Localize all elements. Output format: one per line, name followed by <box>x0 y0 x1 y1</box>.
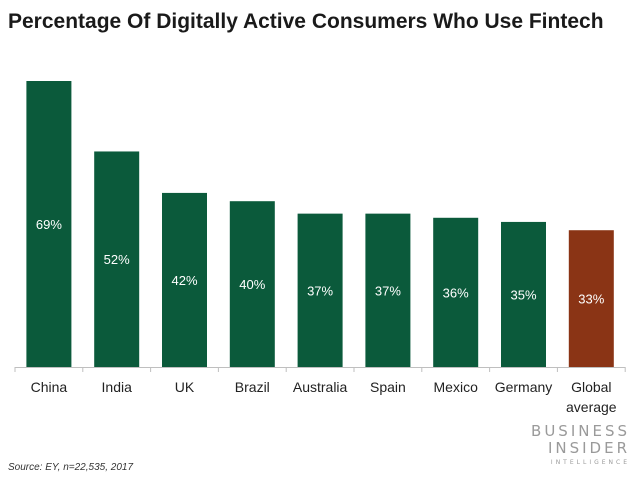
x-tick-label: UK <box>175 379 195 395</box>
business-insider-logo: BUSINESS INSIDER INTELLIGENCE <box>531 422 630 467</box>
x-tick-label: average <box>566 399 617 415</box>
bar-china <box>26 81 72 367</box>
chart-title: Percentage Of Digitally Active Consumers… <box>8 10 604 33</box>
x-tick-label: Spain <box>370 379 406 395</box>
bar-mexico <box>433 217 479 367</box>
x-tick-label: Australia <box>293 379 348 395</box>
x-tick-label: China <box>31 379 68 395</box>
data-label: 42% <box>171 273 197 288</box>
x-tick-label: Brazil <box>235 379 270 395</box>
x-tick-label: Mexico <box>434 379 479 395</box>
bar-brazil <box>229 201 275 367</box>
data-label: 40% <box>239 277 265 292</box>
bar-india <box>94 151 140 367</box>
data-label: 35% <box>510 287 536 302</box>
logo-line-3: INTELLIGENCE <box>550 459 630 466</box>
data-label: 36% <box>443 285 469 300</box>
x-tick-label: Global <box>571 379 611 395</box>
data-label: 37% <box>307 283 333 298</box>
logo-line-2: INSIDER <box>547 439 630 457</box>
bar-australia <box>297 213 343 367</box>
x-tick-label: India <box>102 379 133 395</box>
bar-spain <box>365 213 411 367</box>
bar-global-average <box>568 230 614 367</box>
data-label: 69% <box>36 217 62 232</box>
bar-germany <box>501 221 546 367</box>
source-note: Source: EY, n=22,535, 2017 <box>8 462 134 473</box>
logo-line-1: BUSINESS <box>531 422 630 440</box>
bar-uk <box>162 192 207 367</box>
x-tick-label: Germany <box>495 379 553 395</box>
data-label: 33% <box>578 292 604 307</box>
data-label: 37% <box>375 283 401 298</box>
data-label: 52% <box>104 252 130 267</box>
